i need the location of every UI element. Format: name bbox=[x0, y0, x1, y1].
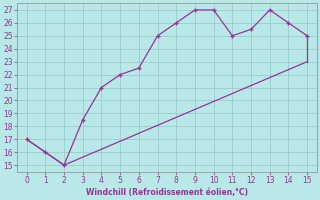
X-axis label: Windchill (Refroidissement éolien,°C): Windchill (Refroidissement éolien,°C) bbox=[86, 188, 248, 197]
